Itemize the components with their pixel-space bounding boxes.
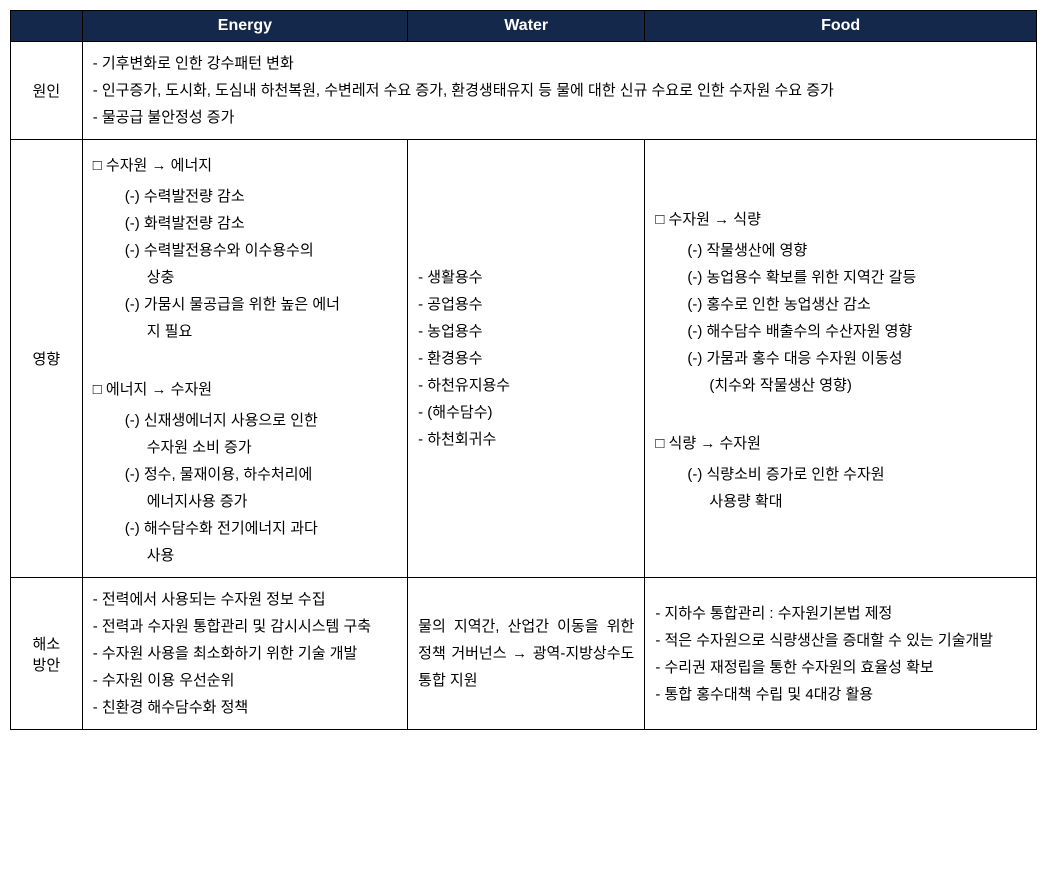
sol-energy-item3: - 수자원 이용 우선순위	[93, 667, 397, 694]
impact-energy-sec1-title: □ 수자원 → 에너지	[93, 152, 397, 179]
row-cause: 원인 - 기후변화로 인한 강수패턴 변화 - 인구증가, 도시화, 도심내 하…	[11, 42, 1037, 140]
header-row: Energy Water Food	[11, 11, 1037, 42]
cause-line-2: - 물공급 불안정성 증가	[93, 104, 1026, 131]
cell-impact-energy: □ 수자원 → 에너지 (-) 수력발전량 감소 (-) 화력발전량 감소 (-…	[82, 140, 407, 578]
impact-water-item5: - (해수담수)	[418, 399, 634, 426]
impact-water-item3: - 환경용수	[418, 345, 634, 372]
impact-energy-sec1-item1: (-) 화력발전량 감소	[93, 210, 397, 237]
impact-energy-sec2-item0: (-) 신재생에너지 사용으로 인한	[93, 407, 397, 434]
sol-energy-item2: - 수자원 사용을 최소화하기 위한 기술 개발	[93, 640, 397, 667]
sol-energy-item1: - 전력과 수자원 통합관리 및 감시시스템 구축	[93, 613, 397, 640]
impact-food-sec1-item2: (-) 홍수로 인한 농업생산 감소	[655, 291, 1026, 318]
label-solution-l2: 방안	[33, 657, 61, 674]
cell-impact-water: - 생활용수 - 공업용수 - 농업용수 - 환경용수 - 하천유지용수 - (…	[408, 140, 645, 578]
impact-energy-sec1-item0: (-) 수력발전량 감소	[93, 183, 397, 210]
row-solution: 해소 방안 - 전력에서 사용되는 수자원 정보 수집 - 전력과 수자원 통합…	[11, 578, 1037, 730]
impact-food-sec1-title: □ 수자원 → 식량	[655, 206, 1026, 233]
impact-energy-sec2-item0b: 수자원 소비 증가	[93, 434, 397, 461]
impact-water-item0: - 생활용수	[418, 264, 634, 291]
impact-energy-sec2-item1b: 에너지사용 증가	[93, 488, 397, 515]
impact-water-item4: - 하천유지용수	[418, 372, 634, 399]
label-cause: 원인	[11, 42, 83, 140]
impact-food-sec1-item3: (-) 해수담수 배출수의 수산자원 영향	[655, 318, 1026, 345]
cause-line-1: - 인구증가, 도시화, 도심내 하천복원, 수변레저 수요 증가, 환경생태유…	[93, 77, 1026, 104]
impact-food-sec1-item4: (-) 가뭄과 홍수 대응 수자원 이동성	[655, 345, 1026, 372]
header-energy: Energy	[82, 11, 407, 42]
cell-cause-all: - 기후변화로 인한 강수패턴 변화 - 인구증가, 도시화, 도심내 하천복원…	[82, 42, 1036, 140]
impact-energy-sec1-item2: (-) 수력발전용수와 이수용수의	[93, 237, 397, 264]
cell-solution-water: 물의 지역간, 산업간 이동을 위한 정책 거버넌스 → 광역-지방상수도 통합…	[408, 578, 645, 730]
sol-food-item3: - 통합 홍수대책 수립 및 4대강 활용	[655, 681, 1026, 708]
header-water: Water	[408, 11, 645, 42]
sol-energy-item4: - 친환경 해수담수화 정책	[93, 694, 397, 721]
cell-solution-food: - 지하수 통합관리 : 수자원기본법 제정 - 적은 수자원으로 식량생산을 …	[645, 578, 1037, 730]
impact-water-item6: - 하천회귀수	[418, 426, 634, 453]
cell-impact-food: □ 수자원 → 식량 (-) 작물생산에 영향 (-) 농업용수 확보를 위한 …	[645, 140, 1037, 578]
cell-solution-energy: - 전력에서 사용되는 수자원 정보 수집 - 전력과 수자원 통합관리 및 감…	[82, 578, 407, 730]
sol-food-item1: - 적은 수자원으로 식량생산을 증대할 수 있는 기술개발	[655, 627, 1026, 654]
impact-food-sec1-item0: (-) 작물생산에 영향	[655, 237, 1026, 264]
impact-energy-sec1-item3: (-) 가뭄시 물공급을 위한 높은 에너	[93, 291, 397, 318]
impact-food-sec1-item4b: (치수와 작물생산 영향)	[655, 372, 1026, 399]
impact-food-sec1-item1: (-) 농업용수 확보를 위한 지역간 갈등	[655, 264, 1026, 291]
row-impact: 영향 □ 수자원 → 에너지 (-) 수력발전량 감소 (-) 화력발전량 감소…	[11, 140, 1037, 578]
sol-energy-item0: - 전력에서 사용되는 수자원 정보 수집	[93, 586, 397, 613]
impact-food-sec2-item0: (-) 식량소비 증가로 인한 수자원	[655, 461, 1026, 488]
impact-energy-sec2-item2b: 사용	[93, 542, 397, 569]
label-solution-l1: 해소	[33, 636, 61, 653]
header-food: Food	[645, 11, 1037, 42]
header-blank	[11, 11, 83, 42]
sol-food-item0: - 지하수 통합관리 : 수자원기본법 제정	[655, 600, 1026, 627]
impact-water-item1: - 공업용수	[418, 291, 634, 318]
sol-food-item2: - 수리권 재정립을 통한 수자원의 효율성 확보	[655, 654, 1026, 681]
cause-line-0: - 기후변화로 인한 강수패턴 변화	[93, 50, 1026, 77]
impact-energy-sec1-item2b: 상충	[93, 264, 397, 291]
label-impact: 영향	[11, 140, 83, 578]
impact-food-sec2-title: □ 식량 → 수자원	[655, 430, 1026, 457]
impact-energy-sec2-title: □ 에너지 → 수자원	[93, 376, 397, 403]
nexus-table: Energy Water Food 원인 - 기후변화로 인한 강수패턴 변화 …	[10, 10, 1037, 730]
impact-energy-sec1-item3b: 지 필요	[93, 318, 397, 345]
impact-energy-sec2-item1: (-) 정수, 물재이용, 하수처리에	[93, 461, 397, 488]
impact-water-item2: - 농업용수	[418, 318, 634, 345]
sol-water-text: 물의 지역간, 산업간 이동을 위한 정책 거버넌스 → 광역-지방상수도 통합…	[418, 618, 634, 689]
impact-energy-sec2-item2: (-) 해수담수화 전기에너지 과다	[93, 515, 397, 542]
label-solution: 해소 방안	[11, 578, 83, 730]
impact-food-sec2-item0b: 사용량 확대	[655, 488, 1026, 515]
